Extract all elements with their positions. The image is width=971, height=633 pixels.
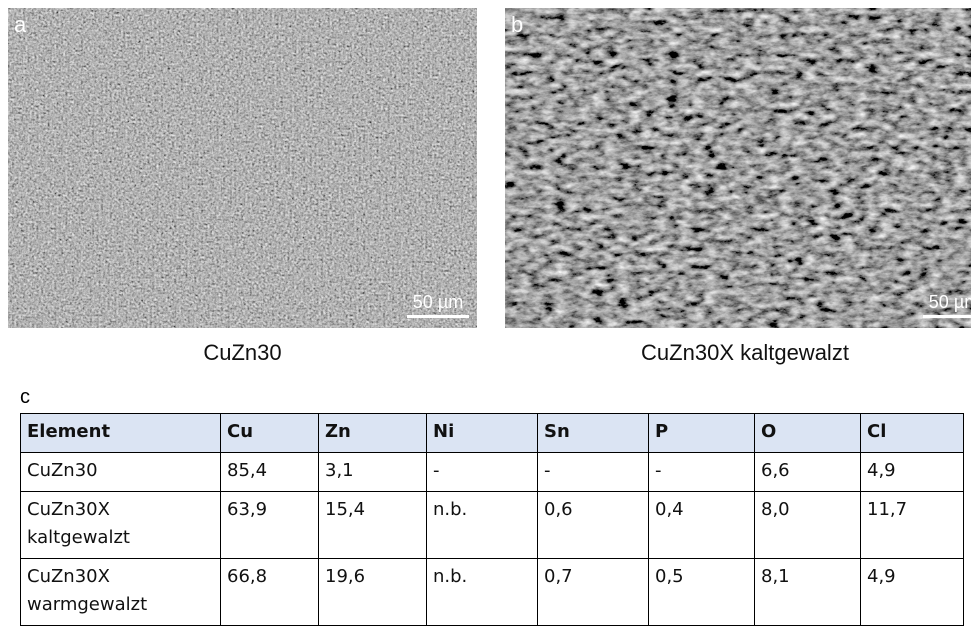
- table-cell: 4,9: [861, 559, 964, 626]
- table-cell: -: [538, 453, 649, 492]
- table-cell: 85,4: [221, 453, 319, 492]
- header-cell: O: [755, 414, 861, 453]
- table-cell: 63,9: [221, 492, 319, 559]
- table-cell: n.b.: [427, 559, 538, 626]
- table-cell: CuZn30X warmgewalzt: [21, 559, 221, 626]
- table-cell: 3,1: [319, 453, 427, 492]
- table-cell: 0,5: [649, 559, 755, 626]
- caption: CuZn30: [8, 340, 477, 366]
- scale-bar: 50 µm: [923, 292, 971, 318]
- panel-label: b: [511, 12, 523, 38]
- header-cell: Zn: [319, 414, 427, 453]
- header-cell: Ni: [427, 414, 538, 453]
- table-cell: 0,7: [538, 559, 649, 626]
- table-cell: 6,6: [755, 453, 861, 492]
- scale-bar-label: 50 µm: [413, 292, 463, 312]
- table-cell: -: [649, 453, 755, 492]
- table-cell: CuZn30: [21, 453, 221, 492]
- panel-label: a: [14, 12, 26, 38]
- table-cell: 4,9: [861, 453, 964, 492]
- sem-texture: [505, 8, 971, 328]
- scale-bar: 50 µm: [407, 292, 469, 318]
- sem-image-b: b 50 µm: [505, 8, 971, 328]
- table-cell: -: [427, 453, 538, 492]
- caption: CuZn30X kaltgewalzt: [505, 340, 971, 366]
- table-cell: 15,4: [319, 492, 427, 559]
- table-cell: 8,1: [755, 559, 861, 626]
- header-cell: Cu: [221, 414, 319, 453]
- table-cell: n.b.: [427, 492, 538, 559]
- table-cell: 0,6: [538, 492, 649, 559]
- scale-bar-label: 50 µm: [929, 292, 971, 312]
- page: {"panels": [ {"label": "a", "scale_bar":…: [0, 0, 971, 633]
- table-cell: 66,8: [221, 559, 319, 626]
- table-cell: 11,7: [861, 492, 964, 559]
- header-cell: Cl: [861, 414, 964, 453]
- header-cell: Element: [21, 414, 221, 453]
- table-cell: 8,0: [755, 492, 861, 559]
- table-cell: CuZn30X kaltgewalzt: [21, 492, 221, 559]
- header-cell: P: [649, 414, 755, 453]
- panel-label: c: [20, 386, 30, 409]
- table-cell: 19,6: [319, 559, 427, 626]
- sem-image-a: a 50 µm: [8, 8, 477, 328]
- table-cell: 0,4: [649, 492, 755, 559]
- header-cell: Sn: [538, 414, 649, 453]
- sem-texture: [8, 8, 477, 328]
